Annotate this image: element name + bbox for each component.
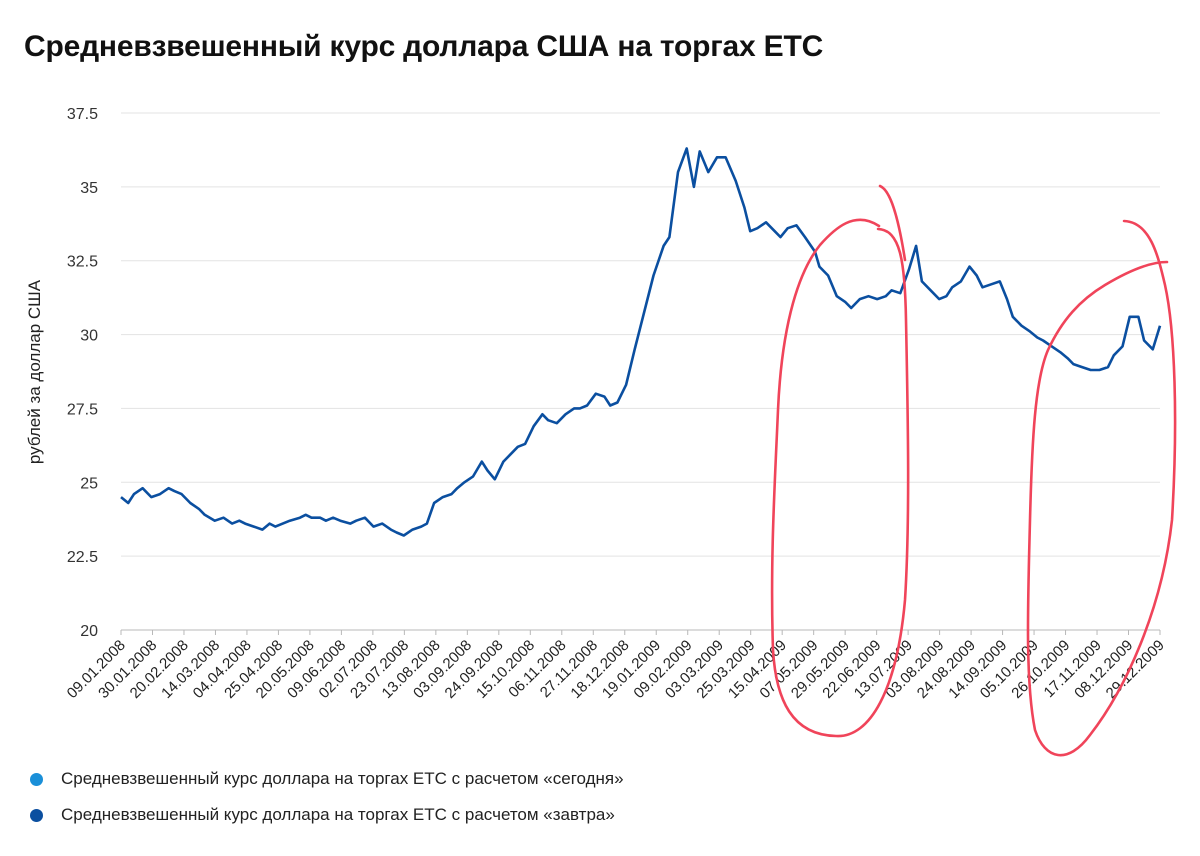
- y-axis-label: рублей за доллар США: [25, 279, 44, 464]
- y-tick-label: 30: [80, 328, 98, 345]
- legend-item-today[interactable]: Средневзвешенный курс доллара на торгах …: [30, 769, 624, 789]
- grid-lines: [121, 112, 1160, 631]
- y-tick-label: 22.5: [67, 549, 98, 566]
- y-tick-label: 27.5: [67, 401, 98, 418]
- y-tick-label: 25: [80, 475, 98, 492]
- y-tick-label: 20: [80, 623, 98, 640]
- legend-marker-icon: [30, 772, 43, 786]
- hand-drawn-annotations: [770, 184, 1177, 757]
- chart-title: Средневзвешенный курс доллара США на тор…: [24, 30, 824, 63]
- annotation-ellipse-2: [1026, 219, 1177, 757]
- y-tick-label: 32.5: [67, 254, 98, 271]
- series-line-tomorrow: [120, 147, 1162, 537]
- y-axis-ticks: 20 22.5 25 27.5 30 32.5 35 37.5: [67, 106, 98, 640]
- legend-label: Средневзвешенный курс доллара на торгах …: [61, 769, 624, 788]
- legend-item-tomorrow[interactable]: Средневзвешенный курс доллара на торгах …: [30, 805, 615, 825]
- legend-marker-icon: [30, 808, 43, 822]
- y-tick-label: 37.5: [67, 106, 98, 123]
- annotation-ellipse-1: [770, 184, 910, 738]
- line-chart: 20 22.5 25 27.5 30 32.5 35 37.5 рублей за долла…: [25, 106, 1177, 757]
- y-tick-label: 35: [80, 180, 98, 197]
- x-axis-ticks: 09.01.200830.01.200820.02.200814.03.2008…: [64, 630, 1168, 702]
- legend-label: Средневзвешенный курс доллара на торгах …: [61, 805, 615, 824]
